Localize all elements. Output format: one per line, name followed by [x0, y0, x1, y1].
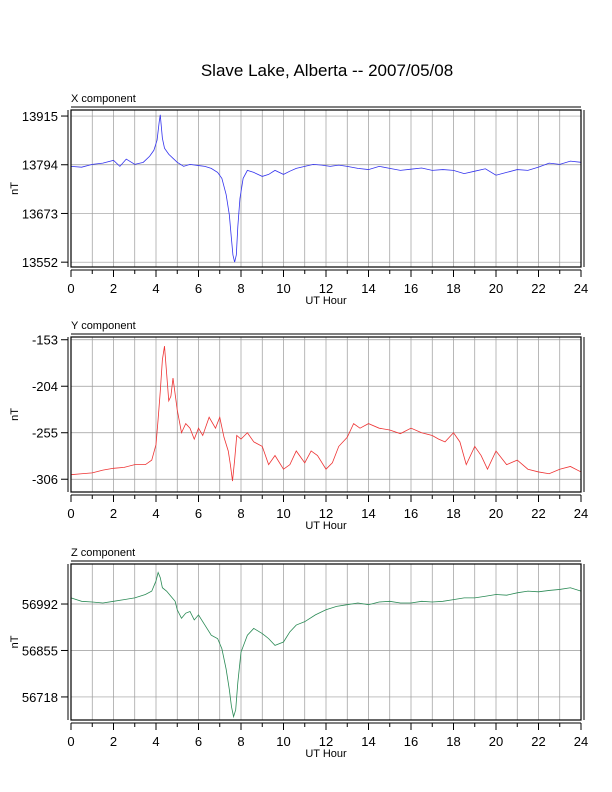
- z-x-tick-label: 4: [152, 734, 159, 749]
- x-x-tick-label: 12: [319, 281, 333, 296]
- x-x-axis-label: UT Hour: [305, 295, 347, 307]
- y-x-tick-label: 10: [276, 506, 290, 521]
- x-x-tick-label: 18: [446, 281, 460, 296]
- z-x-tick-label: 0: [67, 734, 74, 749]
- y-x-tick-label: 24: [574, 506, 588, 521]
- y-x-axis-label: UT Hour: [305, 520, 347, 532]
- y-x-tick-label: 0: [67, 506, 74, 521]
- y-y-tick-label: -306: [32, 472, 58, 487]
- x-y-axis-label: nT: [9, 182, 21, 195]
- z-x-tick-label: 14: [361, 734, 375, 749]
- y-y-tick-label: -204: [32, 379, 58, 394]
- x-component-panel: 0 2 4 6 8 10 12 14 16 18 20 22 241355213673137941391…: [9, 93, 588, 307]
- z-x-tick-label: 24: [574, 734, 588, 749]
- y-y-tick-label: -255: [32, 426, 58, 441]
- y-x-tick-label: 20: [489, 506, 503, 521]
- x-x-tick-label: 24: [574, 281, 588, 296]
- y-x-tick-label: 22: [531, 506, 545, 521]
- x-y-tick-label: 13915: [22, 109, 58, 124]
- z-x-tick-label: 8: [237, 734, 244, 749]
- y-x-tick-label: 16: [404, 506, 418, 521]
- y-x-tick-label: 18: [446, 506, 460, 521]
- x-plot-frame: [70, 109, 582, 268]
- x-x-tick-label: 10: [276, 281, 290, 296]
- y-y-tick-label: -153: [32, 333, 58, 348]
- x-y-tick-label: 13673: [22, 206, 58, 221]
- z-x-tick-label: 2: [110, 734, 117, 749]
- z-y-axis-label: nT: [9, 635, 21, 648]
- x-x-tick-label: 8: [237, 281, 244, 296]
- z-y-tick-label: 56718: [22, 690, 58, 705]
- z-x-tick-label: 20: [489, 734, 503, 749]
- y-panel-title: Y component: [71, 320, 136, 332]
- x-y-tick-label: 13794: [22, 158, 58, 173]
- x-x-tick-label: 20: [489, 281, 503, 296]
- z-x-tick-label: 10: [276, 734, 290, 749]
- y-x-tick-label: 2: [110, 506, 117, 521]
- y-plot-frame: [70, 336, 582, 493]
- y-component-trace: [70, 346, 582, 482]
- component-panels: 0 2 4 6 8 10 12 14 16 18 20 22 241355213673137941391…: [9, 93, 588, 760]
- y-y-axis-label: nT: [9, 408, 21, 421]
- x-x-tick-label: 2: [110, 281, 117, 296]
- x-x-tick-label: 14: [361, 281, 375, 296]
- z-y-tick-label: 56855: [22, 643, 58, 658]
- y-x-tick-label: 8: [237, 506, 244, 521]
- x-y-tick-label: 13552: [22, 255, 58, 270]
- z-y-tick-label: 56992: [22, 597, 58, 612]
- figure-title: Slave Lake, Alberta -- 2007/05/08: [201, 61, 453, 80]
- z-plot-frame: [70, 563, 582, 721]
- x-x-tick-label: 6: [195, 281, 202, 296]
- x-x-tick-label: 16: [404, 281, 418, 296]
- z-x-tick-label: 22: [531, 734, 545, 749]
- y-x-tick-label: 6: [195, 506, 202, 521]
- y-x-tick-label: 14: [361, 506, 375, 521]
- x-x-tick-label: 22: [531, 281, 545, 296]
- z-x-tick-label: 18: [446, 734, 460, 749]
- x-panel-title: X component: [71, 93, 136, 105]
- z-x-tick-label: 16: [404, 734, 418, 749]
- x-x-tick-label: 0: [67, 281, 74, 296]
- x-x-tick-label: 4: [152, 281, 159, 296]
- x-component-trace: [70, 114, 582, 263]
- y-x-tick-label: 4: [152, 506, 159, 521]
- z-component-trace: [70, 571, 582, 719]
- z-x-axis-label: UT Hour: [305, 748, 347, 760]
- z-x-tick-label: 6: [195, 734, 202, 749]
- y-x-tick-label: 12: [319, 506, 333, 521]
- z-panel-title: Z component: [71, 547, 135, 559]
- z-x-tick-label: 12: [319, 734, 333, 749]
